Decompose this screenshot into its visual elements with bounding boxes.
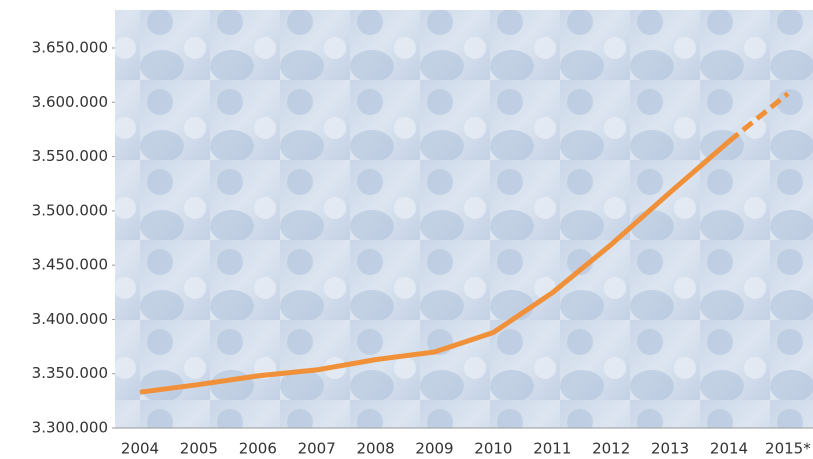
x-tick-label: 2011: [533, 440, 571, 458]
x-tick-label: 2012: [592, 440, 630, 458]
x-tick-label: 2014: [710, 440, 748, 458]
x-tick-label: 2010: [474, 440, 512, 458]
y-tick-label: 3.550.000: [32, 147, 108, 165]
x-tick-label: 2005: [180, 440, 218, 458]
chart: 3.300.000 3.350.000 3.400.000 3.450.000 3.50…: [0, 0, 813, 459]
y-tick-label: 3.450.000: [32, 256, 108, 274]
x-tick-label: 2006: [239, 440, 277, 458]
x-tick-label: 2015*: [765, 440, 811, 458]
y-tick-label: 3.650.000: [32, 39, 108, 57]
x-tick-label: 2013: [651, 440, 689, 458]
y-tick-label: 3.350.000: [32, 364, 108, 382]
x-tick-label: 2004: [121, 440, 159, 458]
page: 3.300.000 3.350.000 3.400.000 3.450.000 3.50…: [0, 0, 813, 459]
y-tick-label: 3.400.000: [32, 310, 108, 328]
y-tick-label: 3.600.000: [32, 93, 108, 111]
y-tick-label: 3.500.000: [32, 201, 108, 219]
x-tick-label: 2008: [357, 440, 395, 458]
background-photo: [115, 10, 813, 428]
x-tick-label: 2009: [415, 440, 453, 458]
x-tick-label: 2007: [298, 440, 336, 458]
y-tick-label: 3.300.000: [32, 419, 108, 437]
